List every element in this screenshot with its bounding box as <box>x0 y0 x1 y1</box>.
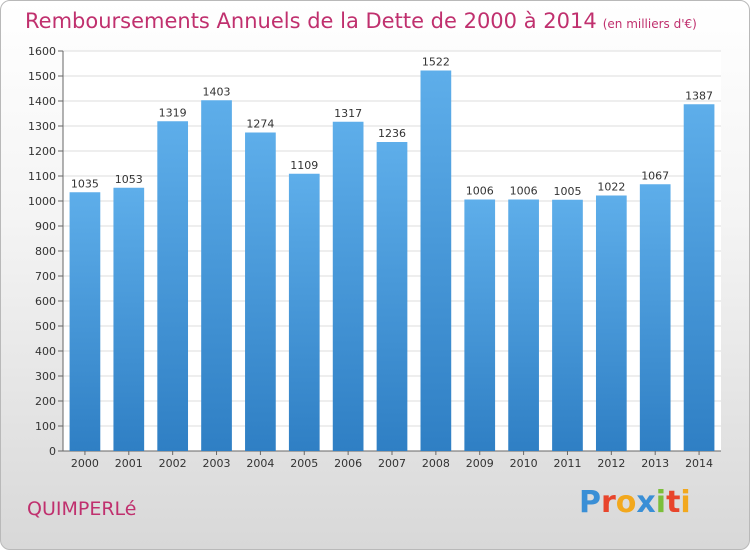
bar-2002 <box>157 121 189 451</box>
chart-title-text: Remboursements Annuels de la Dette de 20… <box>25 9 597 33</box>
y-tick-label: 800 <box>35 245 56 258</box>
logo-letter: r <box>601 485 616 520</box>
data-label-2002: 1319 <box>159 106 187 119</box>
x-tick-label-2010: 2010 <box>510 457 538 470</box>
bar-2009 <box>464 199 496 451</box>
y-tick-label: 1300 <box>28 120 56 133</box>
bar-2014 <box>683 104 715 451</box>
y-tick-label: 700 <box>35 270 56 283</box>
chart-unit-note: (en milliers d'€) <box>602 17 697 31</box>
x-tick-label-2013: 2013 <box>641 457 669 470</box>
y-tick-label: 500 <box>35 320 56 333</box>
logo-letter: i <box>680 485 691 520</box>
data-label-2003: 1403 <box>203 85 231 98</box>
data-label-2004: 1274 <box>246 118 274 131</box>
y-tick-label: 900 <box>35 220 56 233</box>
data-label-2014: 1387 <box>685 89 713 102</box>
chart-title: Remboursements Annuels de la Dette de 20… <box>25 9 697 33</box>
bar-2000 <box>69 192 101 451</box>
y-tick-label: 1400 <box>28 95 56 108</box>
bar-2012 <box>595 195 627 451</box>
x-tick-label-2000: 2000 <box>71 457 99 470</box>
logo-letter: x <box>636 485 656 520</box>
bar-2010 <box>508 199 539 451</box>
bar-2011 <box>552 199 583 451</box>
logo-letter: o <box>615 485 637 520</box>
x-tick-label-2011: 2011 <box>553 457 581 470</box>
y-tick-label: 400 <box>35 345 56 358</box>
bar-2005 <box>288 173 320 451</box>
x-tick-label-2014: 2014 <box>685 457 713 470</box>
data-label-2009: 1006 <box>466 185 494 198</box>
x-tick-label-2001: 2001 <box>115 457 143 470</box>
y-tick-label: 1600 <box>28 45 56 58</box>
data-label-2008: 1522 <box>422 56 450 69</box>
data-label-2010: 1006 <box>510 185 538 198</box>
x-tick-label-2005: 2005 <box>290 457 318 470</box>
x-tick-label-2004: 2004 <box>246 457 274 470</box>
data-label-2013: 1067 <box>641 169 669 182</box>
bar-2001 <box>113 187 145 451</box>
x-tick-label-2012: 2012 <box>597 457 625 470</box>
data-label-2012: 1022 <box>597 181 625 194</box>
x-tick-label-2006: 2006 <box>334 457 362 470</box>
data-label-2011: 1005 <box>553 185 581 198</box>
x-tick-label-2007: 2007 <box>378 457 406 470</box>
bar-2008 <box>420 70 452 451</box>
y-tick-label: 1100 <box>28 170 56 183</box>
bar-2003 <box>201 100 232 451</box>
data-label-2007: 1236 <box>378 127 406 140</box>
y-tick-label: 1200 <box>28 145 56 158</box>
bar-2004 <box>245 132 276 451</box>
bar-2013 <box>639 184 671 451</box>
bar-2006 <box>332 121 364 451</box>
x-tick-label-2008: 2008 <box>422 457 450 470</box>
x-tick-label-2009: 2009 <box>466 457 494 470</box>
y-tick-label: 1000 <box>28 195 56 208</box>
y-tick-label: 600 <box>35 295 56 308</box>
y-tick-label: 300 <box>35 370 56 383</box>
y-tick-label: 1500 <box>28 70 56 83</box>
y-tick-label: 100 <box>35 420 56 433</box>
commune-name: QUIMPERLé <box>27 498 137 520</box>
bar-2007 <box>376 142 408 451</box>
data-label-2006: 1317 <box>334 107 362 120</box>
y-tick-label: 0 <box>49 445 56 458</box>
x-tick-label-2002: 2002 <box>159 457 187 470</box>
data-label-2001: 1053 <box>115 173 143 186</box>
logo-letter: i <box>655 485 667 520</box>
data-label-2000: 1035 <box>71 177 99 190</box>
logo-letter: P <box>579 485 601 520</box>
x-tick-label-2003: 2003 <box>203 457 231 470</box>
proxiti-logo: Proxiti <box>579 485 691 520</box>
y-tick-label: 200 <box>35 395 56 408</box>
logo-letter: t <box>666 485 681 520</box>
data-label-2005: 1109 <box>290 159 318 172</box>
